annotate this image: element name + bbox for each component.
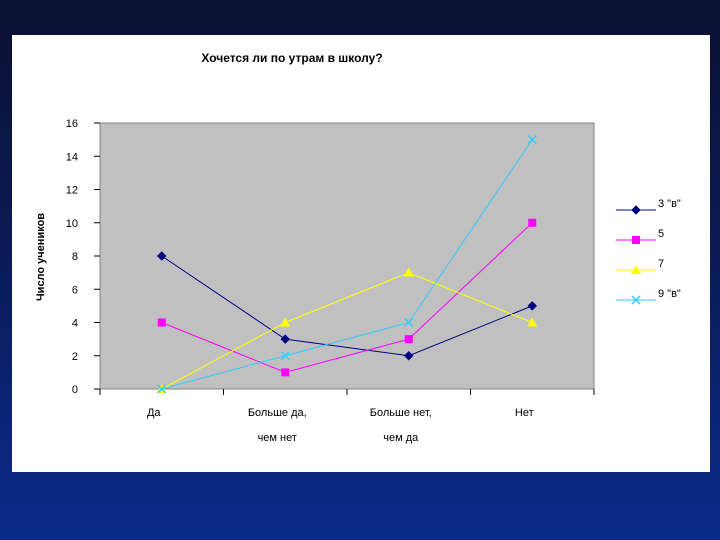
data-point-x [404,317,414,328]
y-tick-label: 6 [72,284,78,296]
series-line-3 [161,272,533,390]
x-tick-label: чем нет [258,432,297,444]
series-line-1 [161,255,533,357]
data-point-square [281,368,290,377]
y-tick-label: 2 [72,351,78,363]
data-point-square [632,236,640,244]
series-line-2 [161,222,533,373]
legend-item-2: 5 [616,228,664,244]
data-point-triangle [280,317,291,327]
x-tick-label: Нет [515,407,534,419]
data-point-diamond [631,205,641,215]
legend-item-4: 9 "в" [616,288,681,305]
legend-label: 3 "в" [658,198,681,210]
legend-label: 7 [658,258,664,270]
y-tick-label: 16 [66,118,78,130]
y-tick-label: 8 [72,251,78,263]
x-tick-label: Больше нет, [370,407,432,419]
line-chart: Хочется ли по утрам в школу? Число учени… [35,51,681,444]
data-point-x [157,384,167,394]
data-point-x-stroke [527,135,537,145]
data-point-square [528,218,537,227]
legend-label: 5 [658,228,664,240]
data-point-triangle [527,317,538,327]
data-point-triangle [631,265,641,274]
data-point-diamond [527,301,537,311]
chart-title: Хочется ли по утрам в школу? [201,51,382,65]
y-tick-label: 0 [72,384,78,396]
data-point-square [404,335,413,344]
legend: 3 "в" 5 7 9 "в" [616,198,681,305]
data-point-x [280,351,290,361]
data-point-diamond [157,251,167,261]
y-tick-label: 10 [66,218,78,230]
data-point-x-stroke [280,351,290,361]
data-point-x-stroke [157,384,167,394]
data-point-x [631,295,641,305]
series-line-4 [161,139,533,390]
x-tick-label: Больше да, [248,407,307,419]
data-point-x-stroke [631,295,641,305]
legend-label: 9 "в" [658,288,681,300]
data-point-square [157,318,166,327]
data-point-triangle [403,267,414,277]
y-tick-label: 4 [72,318,78,330]
data-point-x [527,135,537,145]
x-tick-label: чем да [383,432,419,444]
y-tick-label: 12 [66,185,78,197]
data-point-x-stroke [404,317,414,328]
chart-panel: Хочется ли по утрам в школу? Число учени… [12,35,710,472]
plot-area [99,122,595,390]
legend-item-3: 7 [616,258,664,274]
data-point-diamond [280,334,290,344]
y-tick-label: 14 [66,151,78,163]
data-point-diamond [404,351,414,361]
y-axis-label: Число учеников [35,213,47,301]
x-tick-label: Да [147,407,161,419]
legend-item-1: 3 "в" [616,198,681,215]
